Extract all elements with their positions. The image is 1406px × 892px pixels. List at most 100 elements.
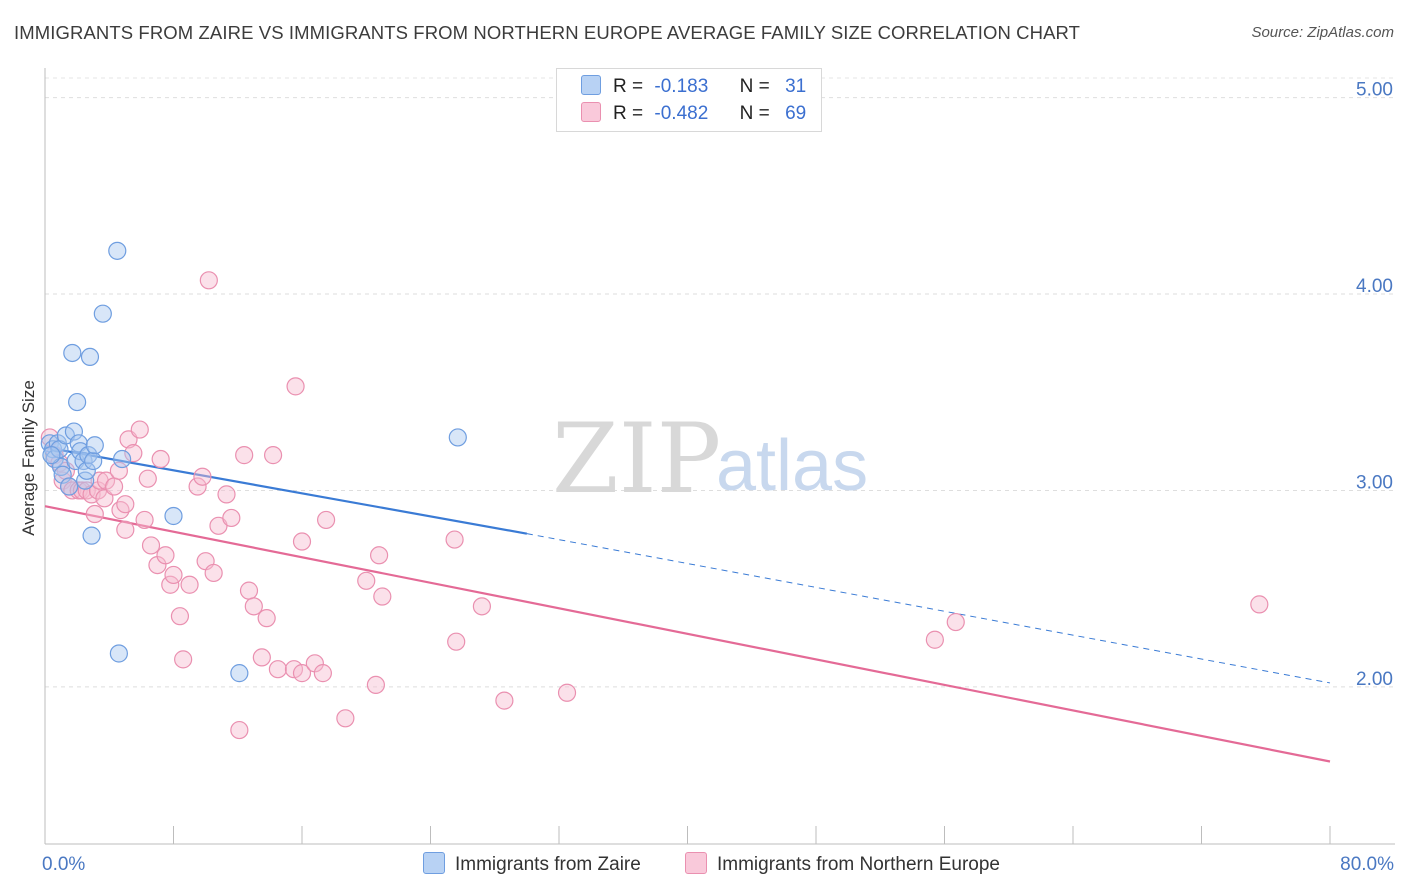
zaire-point bbox=[164, 506, 183, 526]
legend-n-label: N = bbox=[739, 103, 770, 124]
northern-europe-point bbox=[193, 467, 212, 486]
zaire-point bbox=[77, 461, 96, 480]
northern-europe-point bbox=[164, 565, 183, 585]
northern-europe-point bbox=[235, 446, 254, 465]
zaire-point bbox=[84, 451, 103, 471]
northern-europe-point bbox=[357, 571, 376, 590]
bottom-legend-label-zaire: Immigrants from Zaire bbox=[455, 854, 641, 875]
northern-europe-point bbox=[85, 504, 104, 524]
northern-europe-point bbox=[204, 563, 223, 583]
northern-europe-point bbox=[557, 683, 577, 702]
zaire-point bbox=[108, 241, 127, 260]
northern-europe-point bbox=[222, 508, 241, 528]
northern-europe-point bbox=[188, 477, 207, 496]
northern-europe-point bbox=[316, 510, 336, 530]
northern-europe-point bbox=[135, 510, 154, 530]
northern-europe-point bbox=[495, 691, 514, 710]
y-tick-label: 4.00 bbox=[1356, 276, 1393, 297]
northern-europe-point bbox=[138, 469, 157, 488]
zaire-trend-line bbox=[44, 446, 528, 535]
northern-europe-point bbox=[199, 271, 218, 290]
northern-europe-point bbox=[366, 675, 385, 695]
zaire-point bbox=[63, 343, 82, 363]
northern-europe-point bbox=[268, 660, 288, 679]
zaire-point bbox=[68, 392, 87, 412]
northern-europe-point bbox=[104, 477, 124, 496]
zaire-point bbox=[42, 446, 61, 465]
x-tick-label-max: 80.0% bbox=[1340, 854, 1394, 875]
zaire-point bbox=[230, 664, 249, 683]
watermark-zip: ZIP bbox=[552, 403, 721, 515]
watermark-atlas: atlas bbox=[716, 426, 868, 506]
zaire-point bbox=[53, 465, 72, 484]
northern-europe-point bbox=[292, 664, 312, 683]
legend-r-label: R = bbox=[613, 76, 644, 97]
northern-europe-point bbox=[373, 587, 392, 606]
northern-europe-point bbox=[946, 612, 965, 632]
northern-europe-point bbox=[447, 632, 466, 651]
northern-europe-point bbox=[286, 377, 305, 396]
legend-swatch-northern-europe bbox=[581, 102, 601, 122]
y-tick-label: 2.00 bbox=[1356, 669, 1393, 690]
northern-europe-point bbox=[257, 609, 276, 628]
northern-europe-point bbox=[170, 607, 190, 626]
northern-europe-points bbox=[40, 271, 1269, 740]
bottom-legend-label-northern-europe: Immigrants from Northern Europe bbox=[717, 854, 1000, 875]
northern-europe-point bbox=[151, 449, 170, 469]
northern-europe-point bbox=[370, 546, 389, 565]
northern-europe-point bbox=[263, 446, 283, 465]
chart-title: IMMIGRANTS FROM ZAIRE VS IMMIGRANTS FROM… bbox=[14, 22, 1081, 43]
northern-europe-point bbox=[116, 495, 135, 514]
northern-europe-point bbox=[109, 461, 128, 480]
zaire-point bbox=[85, 436, 104, 455]
legend-r-zaire: -0.183 bbox=[654, 76, 709, 97]
northern-europe-point bbox=[180, 575, 199, 594]
zaire-point bbox=[109, 644, 128, 663]
bottom-legend-swatch-northern-europe bbox=[685, 852, 707, 874]
legend-n-zaire: 31 bbox=[785, 76, 807, 97]
legend-row-zaire: R = -0.183 N = 31 bbox=[581, 75, 806, 101]
legend-n-label: N = bbox=[739, 76, 770, 97]
y-tick-label: 5.00 bbox=[1356, 80, 1393, 101]
northern-europe-point bbox=[95, 489, 114, 508]
zaire-point bbox=[64, 422, 84, 441]
northern-europe-trend-line bbox=[44, 505, 1331, 763]
northern-europe-point bbox=[1250, 595, 1269, 614]
zaire-point bbox=[112, 449, 132, 469]
northern-europe-point bbox=[472, 597, 491, 616]
zaire-point bbox=[79, 446, 98, 465]
legend-n-northern-europe: 69 bbox=[785, 103, 807, 124]
northern-europe-point bbox=[141, 536, 161, 555]
northern-europe-point bbox=[217, 485, 236, 504]
zaire-point bbox=[74, 451, 93, 471]
northern-europe-point bbox=[174, 650, 193, 669]
axes bbox=[44, 68, 1395, 845]
northern-europe-point bbox=[124, 444, 143, 463]
legend-r-northern-europe: -0.482 bbox=[654, 103, 709, 124]
zaire-point bbox=[80, 347, 100, 367]
tick-labels: 2.00 3.00 4.00 5.00 0.0% 80.0% bbox=[42, 80, 1394, 875]
northern-europe-point bbox=[313, 664, 332, 683]
northern-europe-point bbox=[130, 420, 149, 439]
watermark: ZIP atlas bbox=[552, 403, 868, 515]
bottom-legend-swatch-zaire bbox=[423, 852, 445, 874]
zaire-point bbox=[82, 526, 101, 545]
legend-row-northern-europe: R = -0.482 N = 69 bbox=[581, 102, 806, 128]
correlation-legend: R = -0.183 N = 31 R = -0.482 N = 69 bbox=[556, 68, 822, 132]
bottom-legend-northern-europe: Immigrants from Northern Europe bbox=[685, 852, 1000, 876]
zaire-trend-extension bbox=[526, 533, 1331, 684]
zaire-point bbox=[93, 304, 112, 323]
northern-europe-point bbox=[292, 532, 312, 551]
northern-europe-point bbox=[336, 709, 355, 728]
trend-lines bbox=[44, 446, 1331, 763]
zaire-point bbox=[448, 428, 467, 447]
northern-europe-point bbox=[161, 575, 180, 594]
northern-europe-point bbox=[252, 648, 271, 667]
northern-europe-point bbox=[445, 530, 464, 549]
legend-r-label: R = bbox=[613, 103, 644, 124]
northern-europe-point bbox=[925, 630, 944, 649]
northern-europe-point bbox=[116, 520, 135, 539]
northern-europe-point bbox=[244, 597, 263, 616]
legend-swatch-zaire bbox=[581, 75, 601, 95]
